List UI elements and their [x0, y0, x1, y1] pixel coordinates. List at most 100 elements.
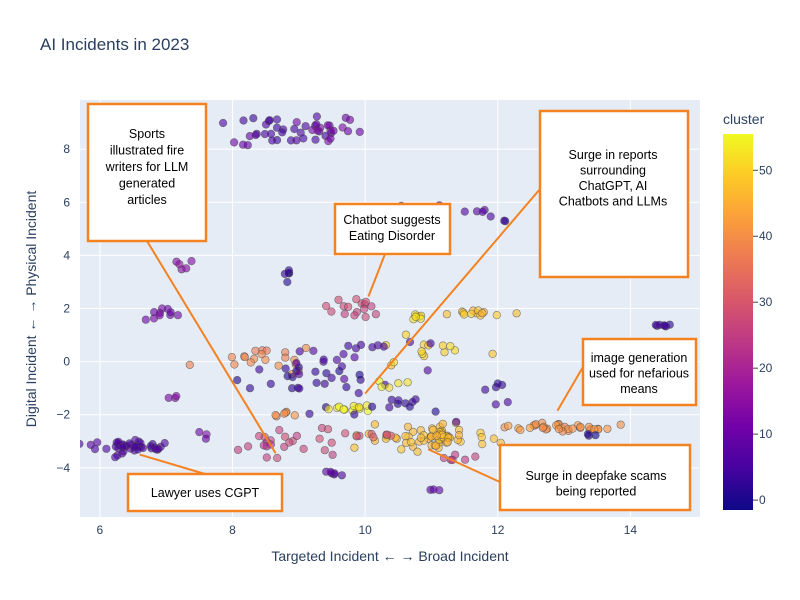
- data-point: [361, 297, 370, 306]
- data-point: [312, 112, 322, 121]
- x-tick-label: 14: [624, 523, 638, 537]
- data-point: [271, 411, 280, 420]
- data-point: [503, 398, 512, 407]
- data-point: [403, 378, 412, 387]
- data-point: [295, 370, 304, 379]
- data-point: [368, 402, 377, 411]
- data-point: [166, 308, 175, 317]
- data-point: [311, 135, 320, 144]
- data-point: [416, 433, 426, 442]
- annotation-text: used for nefarious: [589, 367, 689, 381]
- annotation-text: Chatbots and LLMs: [559, 195, 667, 209]
- data-point: [460, 207, 469, 216]
- annotation-text: ChatGPT, AI: [579, 179, 648, 193]
- data-point: [299, 134, 308, 143]
- data-point: [525, 423, 535, 432]
- data-point: [389, 358, 398, 367]
- data-point: [379, 342, 388, 351]
- colorbar: [723, 134, 753, 510]
- annotation: Surge in deepfake scams being reported: [498, 443, 692, 512]
- colorbar-title: cluster: [723, 111, 765, 127]
- data-point: [461, 455, 470, 464]
- annotation-box: [581, 337, 698, 407]
- data-point: [114, 437, 123, 446]
- annotation-text: means: [620, 382, 658, 396]
- annotation-text: Chatbot suggests: [343, 213, 440, 227]
- data-point: [334, 295, 343, 304]
- data-point: [591, 431, 600, 440]
- y-tick-label: 4: [63, 248, 70, 262]
- data-point: [273, 453, 282, 463]
- data-point: [339, 405, 348, 414]
- data-point: [369, 433, 378, 442]
- data-point: [431, 407, 440, 416]
- annotation: Sports illustrated fire writers for LLM gen…: [86, 102, 208, 243]
- data-point: [324, 405, 333, 414]
- data-point: [478, 309, 487, 318]
- data-point: [368, 343, 377, 352]
- data-point: [255, 432, 264, 441]
- data-point: [438, 341, 448, 350]
- data-point: [185, 360, 194, 370]
- data-point: [272, 115, 282, 124]
- data-point: [443, 438, 452, 447]
- annotation-text: surrounding: [580, 164, 646, 178]
- data-point: [478, 440, 487, 449]
- x-tick-label: 10: [358, 523, 372, 537]
- data-point: [442, 310, 452, 319]
- data-point: [342, 383, 351, 392]
- colorbar-tick-label: 40: [759, 229, 773, 243]
- data-point: [141, 315, 150, 324]
- data-point: [339, 350, 348, 359]
- data-point: [385, 403, 394, 412]
- data-point: [246, 358, 255, 367]
- data-point: [343, 127, 353, 136]
- colorbar-ticks: 0 10 20 30 40 50: [753, 163, 773, 507]
- data-point: [155, 311, 164, 320]
- data-point: [477, 433, 486, 442]
- data-point: [332, 355, 342, 365]
- colorbar-tick-label: 10: [759, 427, 773, 441]
- y-tick-label: −4: [56, 461, 70, 475]
- data-point: [164, 393, 173, 402]
- data-point: [500, 216, 509, 225]
- data-point: [603, 424, 612, 433]
- y-tick-label: 8: [63, 142, 70, 156]
- data-point: [355, 370, 364, 379]
- data-point: [102, 444, 111, 453]
- data-point: [467, 309, 476, 318]
- data-point: [438, 419, 447, 429]
- annotation-arrow: [139, 453, 206, 475]
- data-point: [355, 403, 364, 412]
- chart-title: AI Incidents in 2023: [40, 35, 189, 54]
- data-point: [413, 447, 422, 456]
- data-point: [301, 122, 310, 131]
- annotation-arrow: [427, 448, 501, 483]
- data-point: [576, 422, 585, 432]
- annotation-box: [86, 102, 208, 243]
- data-point: [337, 471, 347, 480]
- data-point: [327, 373, 336, 383]
- data-point: [337, 362, 347, 371]
- y-axis-ticks: −4 −2 0 2 4 6 8: [56, 142, 70, 475]
- data-point: [261, 355, 270, 364]
- data-point: [80, 439, 84, 448]
- data-point: [283, 372, 292, 381]
- data-point: [299, 444, 308, 454]
- data-point: [486, 212, 495, 221]
- data-point: [249, 114, 258, 123]
- data-point: [295, 347, 304, 356]
- data-point: [454, 431, 464, 440]
- data-point: [281, 432, 290, 441]
- data-point: [312, 378, 321, 387]
- data-point: [240, 353, 249, 362]
- data-point: [265, 116, 274, 125]
- colorbar-tick-label: 30: [759, 295, 773, 309]
- data-point: [356, 340, 366, 350]
- data-point: [411, 312, 420, 322]
- data-point: [568, 424, 577, 433]
- data-point: [239, 140, 248, 149]
- y-tick-label: 0: [63, 355, 70, 369]
- annotation-text: writers for LLM: [105, 160, 189, 174]
- data-point: [86, 440, 95, 449]
